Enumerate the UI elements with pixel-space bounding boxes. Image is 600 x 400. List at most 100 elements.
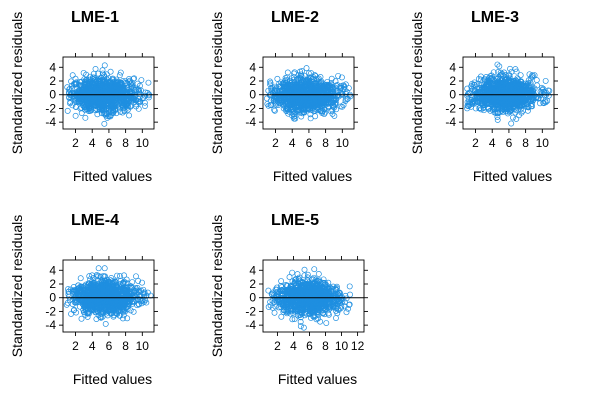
data-point: [140, 286, 147, 293]
data-point: [500, 93, 507, 100]
data-point: [129, 279, 136, 285]
data-point: [123, 287, 130, 294]
data-point: [87, 82, 94, 89]
data-point: [82, 311, 89, 318]
data-point: [130, 87, 137, 94]
data-point: [67, 100, 74, 107]
data-point: [546, 87, 553, 94]
y-tick-label: -2: [445, 101, 456, 115]
data-point: [525, 104, 532, 111]
data-point: [86, 308, 92, 315]
data-point: [537, 100, 543, 107]
data-point: [320, 102, 327, 109]
data-point: [540, 85, 547, 92]
x-tick-label: 2: [272, 136, 279, 150]
data-point: [290, 101, 297, 108]
panel-title: LME-4: [71, 212, 119, 229]
data-point: [95, 101, 101, 108]
data-point: [304, 83, 311, 90]
data-point: [65, 291, 72, 298]
data-point: [78, 286, 85, 293]
data-point: [496, 63, 503, 70]
data-point: [275, 102, 282, 109]
data-point: [531, 72, 538, 79]
data-point: [267, 92, 273, 99]
x-tick-label: 4: [89, 136, 96, 150]
data-point: [505, 82, 511, 89]
data-point: [517, 90, 524, 96]
data-point: [66, 293, 73, 300]
data-point: [279, 98, 285, 105]
point-cloud: [265, 266, 353, 331]
data-point: [494, 110, 501, 117]
data-point: [136, 82, 143, 89]
data-point: [64, 107, 71, 114]
data-point: [319, 86, 325, 93]
data-point: [544, 97, 551, 104]
data-point: [315, 92, 322, 99]
data-point: [88, 286, 94, 293]
data-point: [82, 304, 89, 311]
data-point: [344, 96, 351, 103]
data-point: [99, 81, 106, 88]
data-point: [95, 265, 102, 272]
data-point: [347, 93, 354, 100]
data-point: [488, 72, 495, 79]
data-point: [123, 86, 130, 93]
data-point: [468, 86, 475, 92]
data-point: [104, 312, 111, 319]
data-point: [93, 283, 100, 290]
data-point: [312, 113, 319, 120]
data-point: [108, 291, 115, 298]
data-point: [101, 110, 108, 117]
data-point: [298, 113, 305, 120]
data-point: [103, 76, 110, 83]
point-cloud: [263, 65, 354, 122]
data-point: [120, 305, 127, 312]
data-point: [103, 306, 109, 313]
data-point: [535, 94, 542, 101]
panel-title: LME-1: [71, 9, 119, 26]
data-point: [128, 284, 135, 291]
data-point: [501, 69, 508, 76]
data-point: [516, 80, 523, 87]
data-point: [93, 289, 100, 296]
data-point: [494, 96, 501, 103]
data-point: [102, 286, 108, 293]
y-tick-label: 4: [49, 263, 56, 277]
data-point: [480, 104, 487, 111]
data-point: [271, 309, 278, 316]
data-point: [126, 112, 133, 119]
data-point: [124, 315, 131, 322]
data-point: [503, 76, 509, 83]
data-point: [101, 62, 108, 69]
data-point: [291, 69, 298, 76]
data-point: [130, 308, 137, 315]
data-point: [76, 95, 83, 102]
x-tick-label: 8: [122, 339, 129, 353]
data-point: [86, 296, 93, 303]
data-point: [300, 96, 307, 103]
x-tick-label: 10: [136, 339, 150, 353]
data-point: [307, 87, 314, 94]
data-point: [284, 69, 291, 76]
data-point: [499, 70, 506, 77]
data-point: [78, 315, 85, 322]
data-point: [100, 77, 107, 84]
data-point: [485, 77, 492, 84]
data-point: [133, 273, 139, 280]
data-point: [72, 292, 79, 299]
data-point: [68, 78, 75, 85]
data-point: [70, 307, 77, 314]
data-point: [104, 276, 111, 283]
x-tick-label: 10: [336, 136, 350, 150]
data-point: [104, 102, 111, 109]
y-tick-label: 2: [49, 74, 56, 88]
data-point: [76, 79, 83, 86]
data-point: [116, 72, 123, 79]
data-point: [135, 105, 142, 112]
data-point: [99, 70, 106, 77]
data-point: [343, 309, 350, 316]
data-point: [142, 103, 148, 109]
